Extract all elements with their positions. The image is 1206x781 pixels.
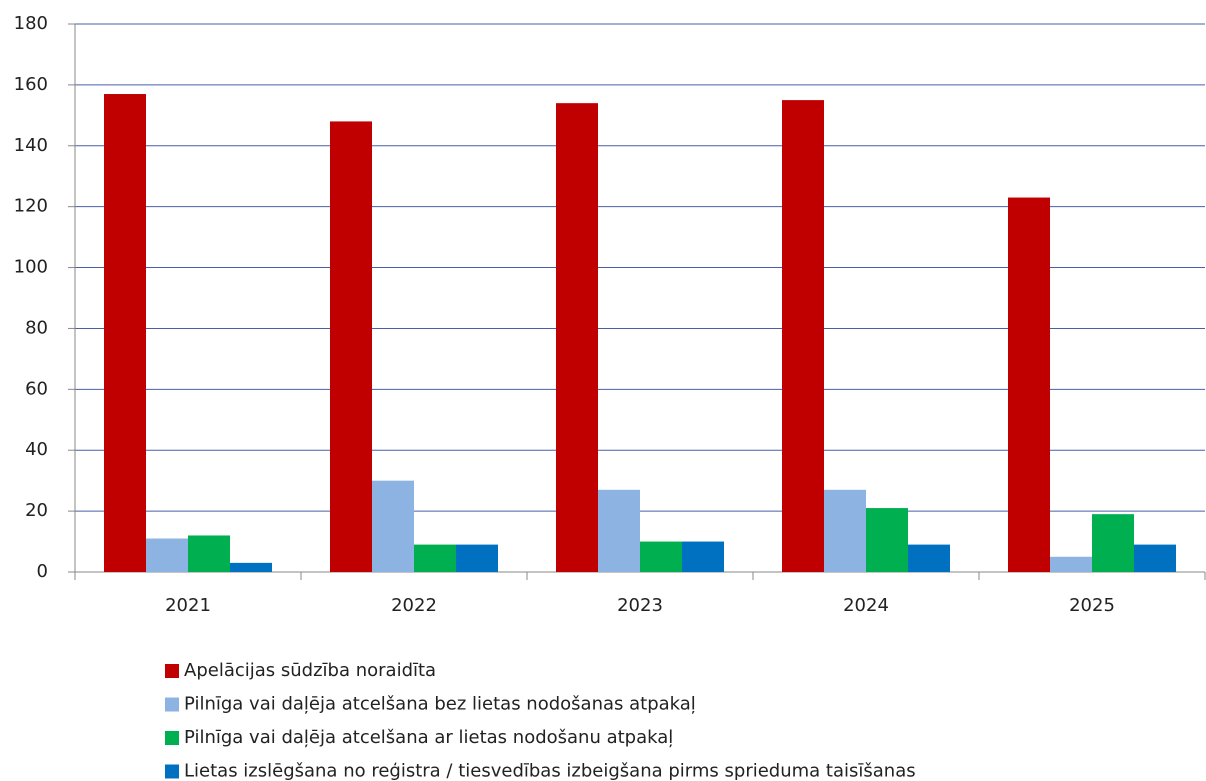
y-tick-label: 140 xyxy=(14,135,48,156)
bar xyxy=(782,100,824,572)
bar xyxy=(146,538,188,572)
x-tick-label: 2022 xyxy=(391,595,437,616)
bar xyxy=(1134,544,1176,572)
bar xyxy=(188,535,230,572)
y-tick-label: 60 xyxy=(25,378,48,399)
bar xyxy=(330,121,372,572)
legend-swatch xyxy=(165,697,179,712)
y-tick-label: 20 xyxy=(25,500,48,521)
bar xyxy=(230,562,272,572)
bar xyxy=(104,94,146,573)
bar xyxy=(556,103,598,573)
y-tick-label: 160 xyxy=(14,74,48,95)
x-tick-label: 2021 xyxy=(165,595,211,616)
y-tick-label: 180 xyxy=(14,13,48,34)
bar xyxy=(640,541,682,572)
legend-swatch xyxy=(165,731,179,745)
legend-label: Lietas izslēgšana no reģistra / tiesvedī… xyxy=(184,761,916,781)
bar xyxy=(456,544,498,572)
bar xyxy=(1008,197,1050,573)
y-tick-label: 40 xyxy=(25,439,48,460)
bar xyxy=(908,544,950,572)
legend-swatch xyxy=(165,664,179,678)
bar xyxy=(866,508,908,572)
legend-swatch xyxy=(165,764,179,779)
bar xyxy=(598,489,640,572)
y-tick-label: 80 xyxy=(25,317,48,338)
y-tick-label: 0 xyxy=(37,561,48,582)
bar xyxy=(1092,514,1134,572)
bar xyxy=(414,544,456,572)
y-tick-label: 100 xyxy=(14,257,48,278)
bar xyxy=(1050,556,1092,572)
legend-label: Apelācijas sūdzība noraidīta xyxy=(184,660,436,681)
y-tick-label: 120 xyxy=(14,196,48,217)
x-tick-label: 2025 xyxy=(1069,595,1115,616)
legend-label: Pilnīga vai daļēja atcelšana ar lietas n… xyxy=(184,727,673,748)
bar xyxy=(682,541,724,572)
x-tick-label: 2023 xyxy=(617,595,663,616)
x-tick-label: 2024 xyxy=(843,595,889,616)
legend-label: Pilnīga vai daļēja atcelšana bez lietas … xyxy=(184,694,696,715)
bar xyxy=(372,480,414,572)
bar xyxy=(824,489,866,572)
